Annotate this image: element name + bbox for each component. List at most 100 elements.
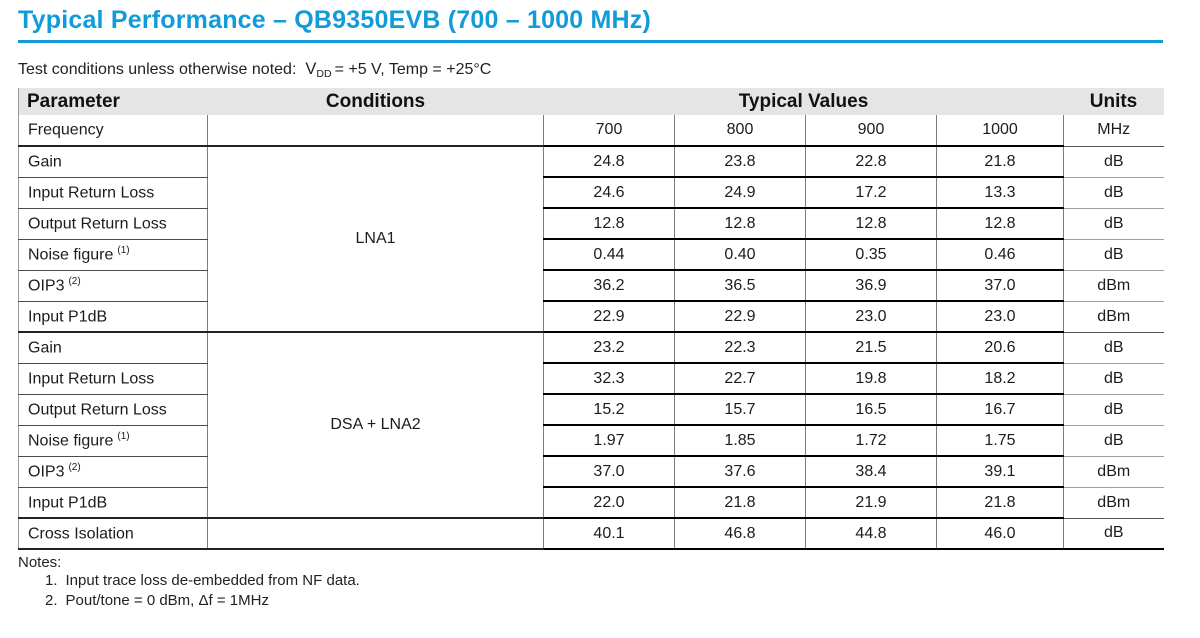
vdd-symbol: V bbox=[305, 60, 317, 78]
unit-cell: dB bbox=[1063, 425, 1164, 457]
datasheet-page: Typical Performance – QB9350EVB (700 – 1… bbox=[18, 6, 1200, 611]
table-row: Input P1dB 22.0 21.8 21.9 21.8 dBm bbox=[18, 487, 1164, 519]
note-ref: (1) bbox=[117, 430, 130, 442]
note-ref: (1) bbox=[117, 244, 130, 256]
unit-cell: dB bbox=[1063, 146, 1164, 178]
parameter-label: Input P1dB bbox=[28, 493, 108, 511]
table-row: Noise figure (1) 1.97 1.85 1.72 1.75 dB bbox=[18, 425, 1164, 457]
unit-cell: dB bbox=[1063, 332, 1164, 364]
value-cell: 40.1 bbox=[543, 518, 675, 550]
unit-cell: dB bbox=[1063, 394, 1164, 426]
value-cell: 39.1 bbox=[936, 456, 1064, 488]
unit-cell: dBm bbox=[1063, 270, 1164, 302]
conditions-cell-empty bbox=[207, 115, 544, 147]
value-cell: 0.35 bbox=[805, 239, 937, 271]
column-header-units: Units bbox=[1063, 88, 1164, 115]
value-cell: 0.40 bbox=[674, 239, 806, 271]
table-row: OIP3 (2) 36.2 36.5 36.9 37.0 dBm bbox=[18, 270, 1164, 302]
note-item: 2. Pout/tone = 0 dBm, Δf = 1MHz bbox=[18, 591, 1200, 611]
parameter-label: Output Return Loss bbox=[28, 401, 167, 419]
table-row-cross-isolation: Cross Isolation 40.1 46.8 44.8 46.0 dB bbox=[18, 518, 1164, 550]
parameter-cell: OIP3 (2) bbox=[18, 270, 208, 302]
value-cell: 18.2 bbox=[936, 363, 1064, 395]
parameter-cell: Noise figure (1) bbox=[18, 425, 208, 457]
parameter-cell: OIP3 (2) bbox=[18, 456, 208, 488]
parameter-label: OIP3 bbox=[28, 463, 65, 481]
table-row: Output Return Loss 12.8 12.8 12.8 12.8 d… bbox=[18, 208, 1164, 240]
parameter-cell: Cross Isolation bbox=[18, 518, 208, 550]
table-row: Input Return Loss 32.3 22.7 19.8 18.2 dB bbox=[18, 363, 1164, 395]
value-cell: 37.0 bbox=[936, 270, 1064, 302]
unit-cell: dB bbox=[1063, 208, 1164, 240]
value-cell: 22.0 bbox=[543, 487, 675, 519]
value-cell: 46.8 bbox=[674, 518, 806, 550]
value-cell: 21.8 bbox=[674, 487, 806, 519]
parameter-label: Cross Isolation bbox=[28, 525, 134, 543]
header-row: Parameter Conditions Typical Values Unit… bbox=[18, 88, 1164, 115]
table-row: Gain DSA + LNA2 23.2 22.3 21.5 20.6 dB bbox=[18, 332, 1164, 519]
value-cell: 38.4 bbox=[805, 456, 937, 488]
value-cell: 16.7 bbox=[936, 394, 1064, 426]
conditions-cell-dsa-lna2: DSA + LNA2 bbox=[207, 332, 544, 519]
table-row: Noise figure (1) 0.44 0.40 0.35 0.46 dB bbox=[18, 239, 1164, 271]
notes-label: Notes: bbox=[18, 554, 62, 571]
table-row: OIP3 (2) 37.0 37.6 38.4 39.1 dBm bbox=[18, 456, 1164, 488]
table-row: Input Return Loss 24.6 24.9 17.2 13.3 dB bbox=[18, 177, 1164, 209]
table-row: Gain LNA1 24.8 23.8 22.8 21.8 dB bbox=[18, 146, 1164, 333]
value-cell: 22.9 bbox=[674, 301, 806, 333]
value-cell: 36.2 bbox=[543, 270, 675, 302]
unit-cell: dBm bbox=[1063, 487, 1164, 519]
unit-cell: dB bbox=[1063, 239, 1164, 271]
parameter-label: Gain bbox=[28, 153, 62, 171]
note-text: Pout/tone = 0 dBm, Δf = 1MHz bbox=[65, 592, 269, 609]
parameter-label: Noise figure bbox=[28, 432, 114, 450]
unit-cell: dB bbox=[1063, 177, 1164, 209]
unit-cell: dBm bbox=[1063, 456, 1164, 488]
parameter-cell: Frequency bbox=[18, 115, 208, 147]
table-row: Input P1dB 22.9 22.9 23.0 23.0 dBm bbox=[18, 301, 1164, 333]
page-title: Typical Performance – QB9350EVB (700 – 1… bbox=[18, 6, 652, 34]
conditions-cell-empty bbox=[207, 518, 544, 550]
value-cell: 22.7 bbox=[674, 363, 806, 395]
value-cell: 13.3 bbox=[936, 177, 1064, 209]
value-cell: 17.2 bbox=[805, 177, 937, 209]
value-cell: 12.8 bbox=[543, 208, 675, 240]
value-cell: 22.8 bbox=[805, 146, 937, 178]
value-cell: 24.9 bbox=[674, 177, 806, 209]
column-header-conditions: Conditions bbox=[207, 88, 544, 115]
parameter-label: Output Return Loss bbox=[28, 215, 167, 233]
value-cell: 19.8 bbox=[805, 363, 937, 395]
table-row: Output Return Loss 15.2 15.7 16.5 16.7 d… bbox=[18, 394, 1164, 426]
note-text: Input trace loss de-embedded from NF dat… bbox=[65, 572, 360, 589]
value-cell: 1.75 bbox=[936, 425, 1064, 457]
parameter-cell: Input P1dB bbox=[18, 301, 208, 333]
parameter-label: Frequency bbox=[28, 121, 104, 139]
value-cell: 0.46 bbox=[936, 239, 1064, 271]
value-cell: 15.7 bbox=[674, 394, 806, 426]
parameter-cell: Gain bbox=[18, 332, 208, 364]
column-header-typical-values: Typical Values bbox=[543, 88, 1064, 115]
unit-cell: dB bbox=[1063, 363, 1164, 395]
value-cell: 23.2 bbox=[543, 332, 675, 364]
unit-cell: dB bbox=[1063, 518, 1164, 550]
note-number: 2. bbox=[45, 592, 58, 609]
value-cell: 1.85 bbox=[674, 425, 806, 457]
note-item: 1. Input trace loss de-embedded from NF d… bbox=[18, 571, 1200, 591]
parameter-cell: Input Return Loss bbox=[18, 363, 208, 395]
value-cell: 1.97 bbox=[543, 425, 675, 457]
value-cell: 1.72 bbox=[805, 425, 937, 457]
value-cell: 32.3 bbox=[543, 363, 675, 395]
conditions-cell-lna1: LNA1 bbox=[207, 146, 544, 333]
value-cell: 21.5 bbox=[805, 332, 937, 364]
column-header-parameter: Parameter bbox=[18, 88, 208, 115]
value-cell: 23.0 bbox=[936, 301, 1064, 333]
parameter-cell: Output Return Loss bbox=[18, 208, 208, 240]
performance-table: Parameter Conditions Typical Values Unit… bbox=[18, 88, 1164, 550]
value-cell: 44.8 bbox=[805, 518, 937, 550]
note-ref: (2) bbox=[68, 275, 81, 287]
value-cell: 22.3 bbox=[674, 332, 806, 364]
value-cell: 46.0 bbox=[936, 518, 1064, 550]
value-cell: 24.8 bbox=[543, 146, 675, 178]
value-cell: 36.9 bbox=[805, 270, 937, 302]
parameter-cell: Output Return Loss bbox=[18, 394, 208, 426]
